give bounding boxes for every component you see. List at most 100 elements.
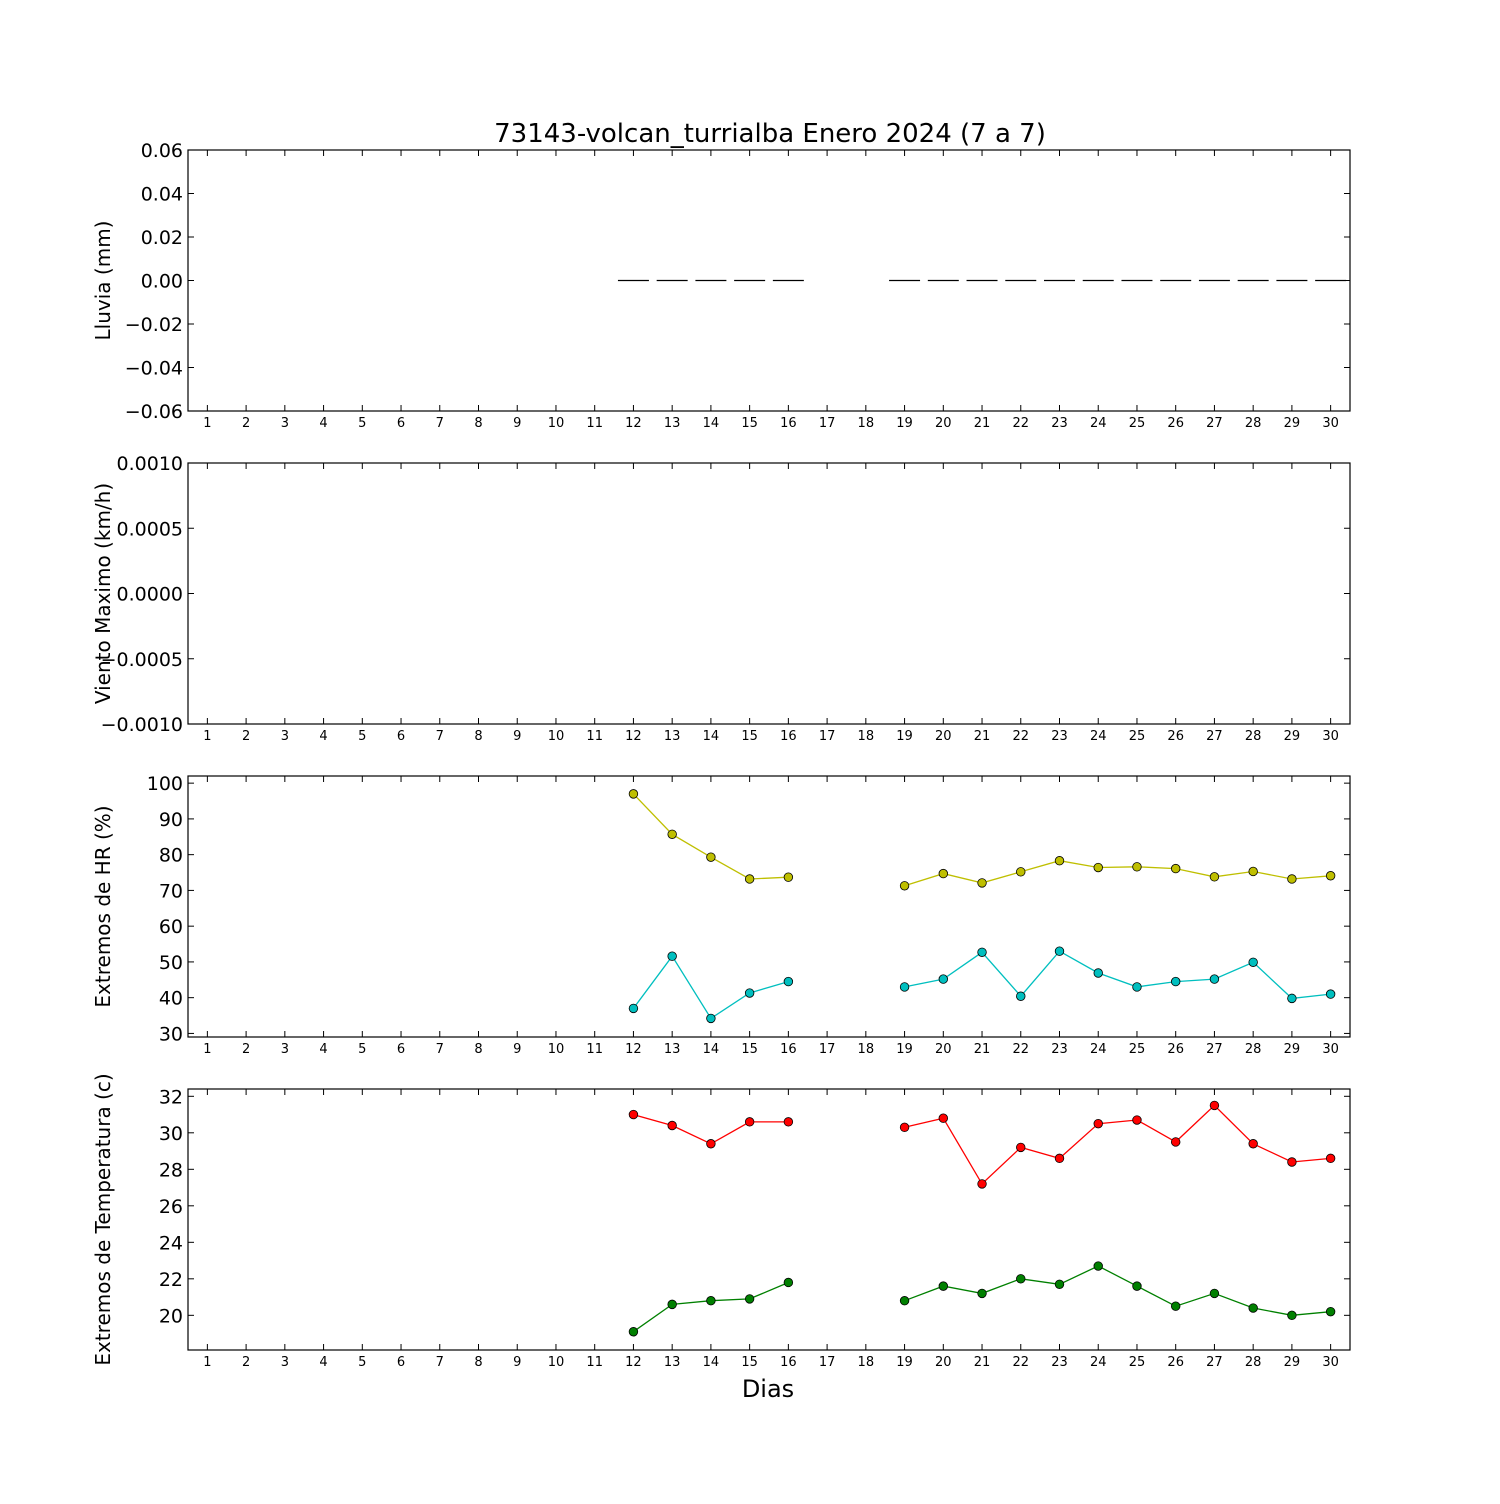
x-tick-label: 2 — [242, 729, 250, 744]
x-tick-label: 18 — [858, 1042, 875, 1057]
x-tick-label: 4 — [319, 1355, 327, 1370]
x-tick-label: 16 — [780, 416, 797, 431]
x-tick-label: 22 — [1012, 416, 1029, 431]
x-tick-label: 26 — [1167, 1355, 1184, 1370]
x-tick-label: 21 — [974, 416, 991, 431]
data-point-temp_min — [1054, 1279, 1065, 1289]
x-tick-label: 23 — [1051, 729, 1068, 744]
y-tick-label: 0.04 — [141, 184, 183, 206]
x-tick-label: 3 — [281, 729, 289, 744]
x-tick-label: 27 — [1206, 729, 1223, 744]
x-tick-label: 15 — [741, 729, 758, 744]
series-line-hr_max — [904, 860, 1331, 887]
x-tick-label: 21 — [974, 729, 991, 744]
x-tick-label: 27 — [1206, 1042, 1223, 1057]
data-point-temp_max — [1248, 1139, 1258, 1149]
data-point-hr_max — [1325, 871, 1336, 881]
y-tick-label: 0.0000 — [117, 584, 183, 606]
data-point-hr_max — [1093, 862, 1103, 873]
data-point-hr_min — [977, 947, 987, 957]
x-tick-label: 14 — [703, 416, 720, 431]
x-tick-label: 7 — [436, 729, 444, 744]
data-point-temp_max — [1016, 1142, 1026, 1153]
x-tick-label: 13 — [664, 416, 681, 431]
x-tick-label: 24 — [1090, 416, 1107, 431]
x-tick-label: 25 — [1129, 729, 1146, 744]
data-point-temp_min — [1248, 1303, 1258, 1313]
data-point-temp_min — [938, 1281, 949, 1291]
x-tick-label: 19 — [896, 416, 913, 431]
x-tick-label: 7 — [436, 416, 444, 431]
y-tick-label: 22 — [159, 1269, 183, 1291]
x-tick-label: 11 — [586, 1355, 603, 1370]
data-point-temp_min — [667, 1299, 677, 1310]
x-tick-label: 22 — [1012, 729, 1029, 744]
x-tick-label: 23 — [1051, 416, 1068, 431]
data-point-hr_min — [1054, 946, 1065, 956]
x-tick-label: 4 — [319, 729, 327, 744]
x-tick-label: 13 — [664, 1355, 681, 1370]
x-tick-label: 1 — [203, 1355, 211, 1370]
data-point-hr_min — [628, 1003, 639, 1014]
data-point-temp_min — [899, 1296, 910, 1306]
x-tick-label: 22 — [1012, 1355, 1029, 1370]
x-tick-label: 6 — [397, 1355, 405, 1370]
data-point-hr_max — [667, 829, 677, 839]
y-tick-label: −0.04 — [125, 358, 183, 380]
data-point-hr_min — [744, 988, 755, 998]
y-tick-label: 24 — [159, 1232, 183, 1254]
y-tick-label: 20 — [159, 1305, 183, 1327]
y-tick-label: 30 — [159, 1123, 183, 1145]
x-tick-label: 29 — [1284, 1042, 1301, 1057]
x-tick-label: 24 — [1090, 1042, 1107, 1057]
x-tick-label: 26 — [1167, 1042, 1184, 1057]
data-point-temp_max — [706, 1139, 716, 1149]
x-tick-label: 18 — [858, 1355, 875, 1370]
y-tick-label: −0.0010 — [101, 714, 183, 736]
x-tick-label: 28 — [1245, 1355, 1262, 1370]
x-tick-label: 20 — [935, 729, 952, 744]
y-axis-label: Viento Maximo (km/h) — [91, 483, 115, 704]
x-tick-label: 15 — [741, 416, 758, 431]
series-line-temp_max — [904, 1104, 1331, 1185]
x-tick-label: 4 — [319, 416, 327, 431]
data-point-temp_max — [1209, 1100, 1220, 1111]
x-tick-label: 11 — [586, 416, 603, 431]
x-tick-label: 28 — [1245, 729, 1262, 744]
x-tick-label: 13 — [664, 1042, 681, 1057]
x-tick-label: 24 — [1090, 1355, 1107, 1370]
x-tick-label: 5 — [358, 416, 366, 431]
x-tick-label: 16 — [780, 1355, 797, 1370]
data-point-temp_min — [628, 1327, 639, 1337]
x-tick-label: 8 — [474, 416, 482, 431]
data-point-hr_min — [1016, 991, 1026, 1001]
x-tick-label: 1 — [203, 416, 211, 431]
x-tick-label: 2 — [242, 1355, 250, 1370]
x-tick-label: 5 — [358, 1355, 366, 1370]
data-point-temp_min — [744, 1294, 755, 1304]
data-point-temp_max — [1325, 1153, 1336, 1164]
series-line-temp_min — [904, 1265, 1331, 1316]
data-point-hr_max — [706, 852, 716, 862]
x-tick-label: 26 — [1167, 729, 1184, 744]
data-point-temp_max — [628, 1109, 639, 1120]
data-point-hr_min — [1170, 976, 1181, 987]
x-tick-label: 5 — [358, 729, 366, 744]
series-line-temp_min — [633, 1281, 789, 1333]
y-tick-label: 80 — [159, 845, 183, 867]
data-point-hr_min — [1132, 982, 1142, 992]
x-tick-label: 3 — [281, 1042, 289, 1057]
data-point-hr_min — [667, 951, 677, 961]
x-tick-label: 3 — [281, 416, 289, 431]
x-tick-label: 30 — [1322, 729, 1339, 744]
y-axis-label: Extremos de Temperatura (c) — [91, 1073, 115, 1365]
x-tick-label: 23 — [1051, 1355, 1068, 1370]
x-tick-label: 28 — [1245, 1042, 1262, 1057]
x-tick-label: 1 — [203, 1042, 211, 1057]
x-tick-label: 2 — [242, 416, 250, 431]
y-axis-label: Extremos de HR (%) — [91, 805, 115, 1007]
x-tick-label: 21 — [974, 1355, 991, 1370]
x-tick-label: 26 — [1167, 416, 1184, 431]
data-point-hr_max — [1016, 867, 1026, 877]
